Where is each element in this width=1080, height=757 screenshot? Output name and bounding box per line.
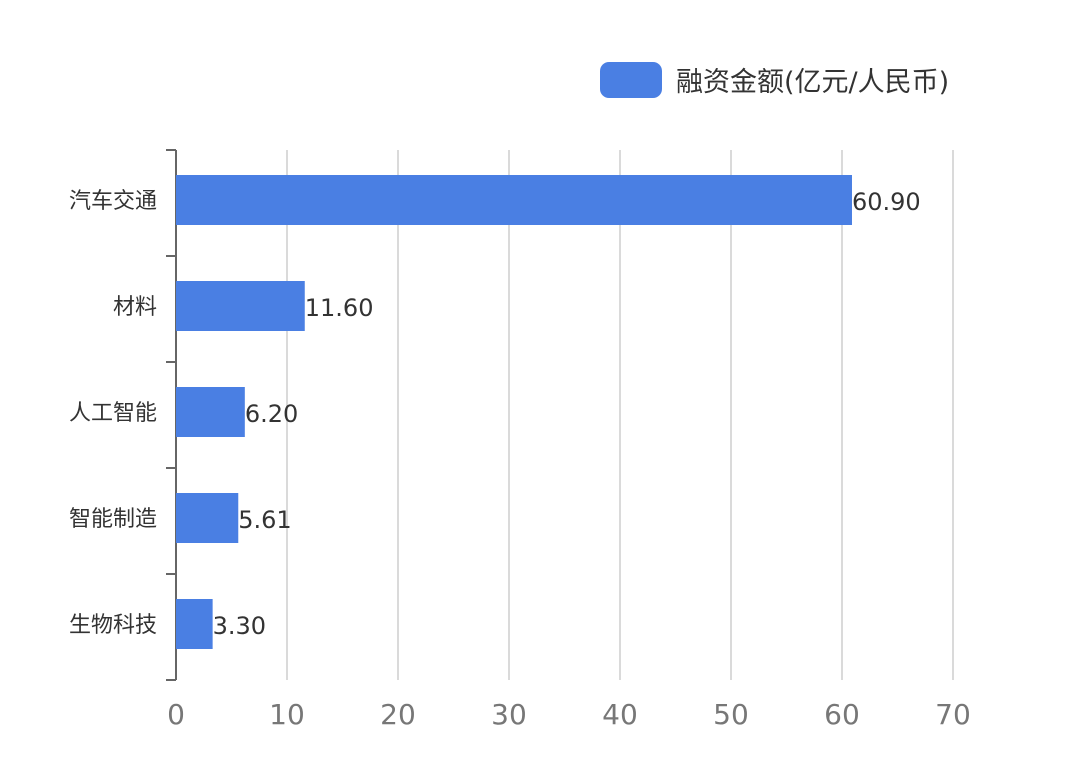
bar [176, 281, 305, 331]
x-tick-label: 30 [491, 698, 527, 731]
bar [176, 599, 213, 649]
y-category-label: 智能制造 [69, 507, 157, 532]
data-label: 6.20 [245, 400, 298, 428]
y-category-label: 材料 [113, 295, 157, 320]
x-tick-label: 20 [380, 698, 416, 731]
data-label: 5.61 [238, 506, 291, 534]
y-category-label: 生物科技 [69, 613, 157, 638]
legend: 融资金额(亿元/人民币) [600, 60, 949, 99]
x-tick-label: 60 [824, 698, 860, 731]
bar [176, 493, 239, 543]
data-label: 60.90 [852, 188, 921, 216]
y-category-label: 汽车交通 [69, 189, 157, 214]
x-tick-label: 50 [713, 698, 749, 731]
bar [176, 387, 245, 437]
legend-label: 融资金额(亿元/人民币) [676, 67, 950, 98]
x-tick-label: 40 [602, 698, 638, 731]
legend-swatch [600, 61, 662, 98]
y-category-label: 人工智能 [69, 401, 157, 426]
data-label: 11.60 [305, 294, 374, 322]
x-tick-label: 0 [167, 698, 185, 731]
x-tick-label: 70 [935, 698, 971, 731]
x-tick-label: 10 [269, 698, 305, 731]
data-label: 3.30 [213, 612, 266, 640]
bar [176, 175, 852, 225]
